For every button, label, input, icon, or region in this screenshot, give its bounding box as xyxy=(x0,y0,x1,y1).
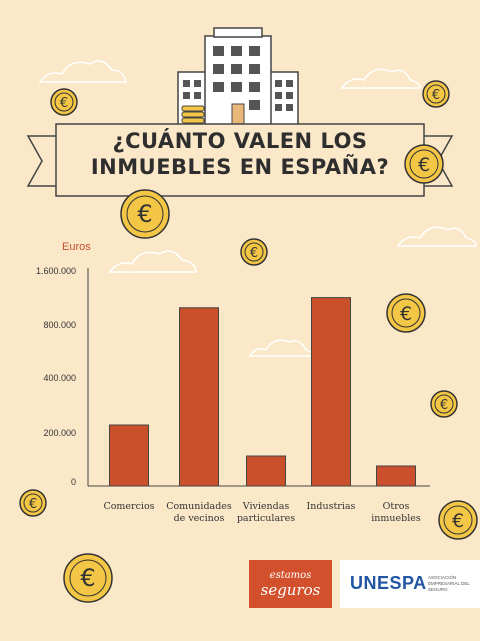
y-tick-label: 400.000 xyxy=(43,373,76,383)
svg-text:€: € xyxy=(250,246,258,261)
y-axis-label: Euros xyxy=(62,241,91,253)
page-title: ¿CUÁNTO VALEN LOS INMUEBLES EN ESPAÑA? xyxy=(60,128,420,180)
bar xyxy=(376,465,416,487)
x-tick-label: Otros inmuebles xyxy=(371,501,421,524)
cloud-icon xyxy=(38,60,477,357)
bar xyxy=(109,424,149,487)
unespa-wordmark: UNESPA xyxy=(350,573,427,593)
svg-text:€: € xyxy=(440,398,448,413)
y-tick-label: 0 xyxy=(70,477,76,487)
y-tick-label: 800.000 xyxy=(43,320,76,330)
svg-text:€: € xyxy=(29,497,37,512)
bar-chart xyxy=(87,268,430,487)
bar xyxy=(311,297,351,487)
svg-text:€: € xyxy=(418,154,430,176)
building-icon xyxy=(177,27,299,131)
title-banner xyxy=(26,123,454,197)
svg-text:€: € xyxy=(60,96,68,111)
estamos-logo-line-1: estamos xyxy=(269,569,312,581)
estamos-logo-line-2: seguros xyxy=(260,580,321,599)
unespa-logo: UNESPA ASOCIACIÓN EMPRESARIAL DEL SEGURO xyxy=(340,560,480,608)
unespa-subtitle: ASOCIACIÓN EMPRESARIAL DEL SEGURO xyxy=(428,575,470,592)
title-line-1: ¿CUÁNTO VALEN LOS xyxy=(112,129,368,153)
x-tick-label: Comercios xyxy=(103,501,155,512)
x-tick-label: Industrias xyxy=(306,501,356,512)
svg-text:€: € xyxy=(452,510,464,532)
x-tick-label: Viviendas particulares xyxy=(236,501,296,524)
svg-text:€: € xyxy=(400,303,412,325)
euro-coin-icon: € € € € € € € € € € xyxy=(19,80,478,603)
y-tick-label: 1.600.000 xyxy=(35,266,76,276)
x-tick-label: Comunidades de vecinos xyxy=(166,501,232,524)
svg-text:€: € xyxy=(80,564,95,592)
svg-text:€: € xyxy=(137,200,152,228)
bar xyxy=(246,455,286,487)
title-line-2: INMUEBLES EN ESPAÑA? xyxy=(90,155,390,179)
estamos-seguros-logo: estamos seguros xyxy=(249,560,332,608)
y-tick-label: 200.000 xyxy=(43,428,76,438)
bar xyxy=(179,307,219,487)
svg-text:€: € xyxy=(432,88,440,103)
